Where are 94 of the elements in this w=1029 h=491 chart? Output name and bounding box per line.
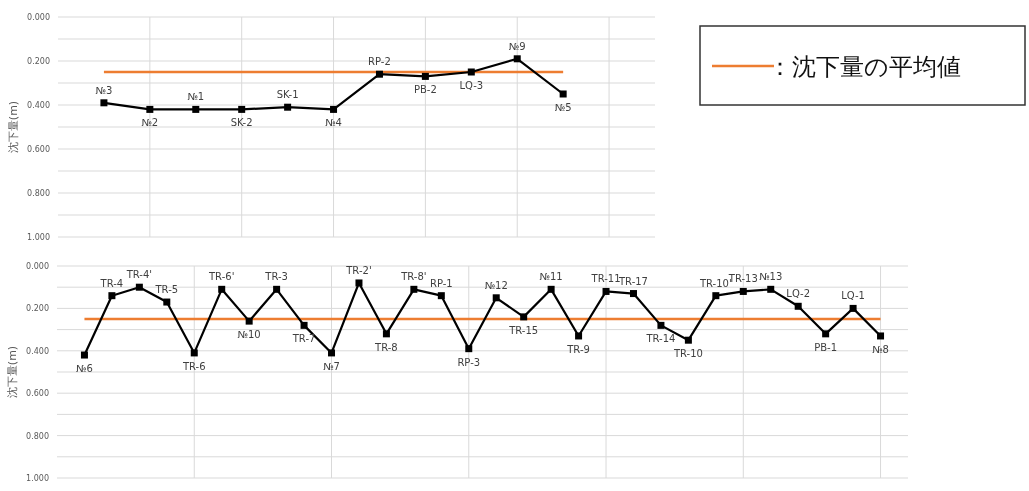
y-tick-label: 0.400 [26,346,49,356]
x-tick-label: RP-1 [429,277,453,289]
x-tick-label: LQ-2 [786,288,811,300]
x-tick-label: TR-14 [645,333,676,345]
x-tick-label: TR-8' [400,271,427,283]
point [218,285,226,293]
point [135,283,143,291]
legend-box: ：沈下量の平均値 [699,25,1026,106]
x-tick-label: №3 [95,84,113,96]
point [467,68,475,76]
point [300,321,308,329]
point [465,345,473,353]
point [100,99,108,107]
point [80,351,88,359]
point [163,298,171,306]
x-tick-label: RP-2 [368,56,391,68]
y-tick-label: 1.000 [27,233,50,242]
point [421,72,429,80]
x-tick-label: TR-4' [125,269,153,281]
point [877,332,885,340]
x-tick-label: SK-1 [276,89,299,101]
x-tick-label: №4 [325,117,342,129]
x-tick-label: TR-6 [181,360,206,372]
x-tick-label: SK-2 [230,117,253,129]
point [712,292,720,300]
y-tick-label: 0.600 [27,145,50,154]
x-tick-label: TR-10 [672,348,703,360]
x-tick-label: TR-4 [99,277,124,289]
x-tick-label: TR-8 [374,341,398,353]
x-tick-label: TR-15 [508,324,539,336]
x-tick-label: №1 [187,91,205,103]
y-tick-label: 1.000 [26,474,49,483]
y-axis-title: 沈下量(m) [6,345,19,399]
point [684,336,692,344]
x-tick-label: TR-11 [590,273,621,285]
point [629,290,637,298]
x-tick-label: №11 [539,271,563,283]
point [382,330,390,338]
point [190,349,198,357]
x-tick-label: №6 [76,363,93,375]
point [410,285,418,293]
x-tick-label: TR-2' [345,264,372,276]
x-tick-label: №13 [759,271,783,283]
x-tick-label: PB-2 [413,84,437,96]
point [547,285,555,293]
y-tick-label: 0.000 [27,13,50,22]
y-tick-label: 0.000 [26,262,49,271]
x-tick-label: TR-7 [291,333,316,345]
y-tick-label: 0.200 [27,57,50,66]
y-tick-label: 0.600 [26,389,49,399]
point [575,332,583,340]
x-tick-label: №10 [237,329,261,341]
x-tick-label: RP-3 [457,356,481,368]
x-tick-label: TR-6' [208,271,235,283]
point [355,279,363,287]
x-tick-label: TR-9 [566,343,590,355]
point [245,317,253,325]
point [108,292,116,300]
point [238,105,246,113]
point [657,321,665,329]
x-tick-label: TR-3 [264,271,288,283]
x-tick-label: LQ-3 [459,80,484,91]
x-tick-label: №9 [508,40,526,52]
point [437,292,445,300]
y-tick-label: 0.800 [27,189,50,198]
x-tick-label: №7 [323,360,340,372]
point [520,313,528,321]
y-axis-title: 沈下量(m) [7,100,20,154]
x-tick-label: №5 [554,102,572,113]
point [794,302,802,310]
y-tick-label: 0.800 [26,431,49,441]
point [328,349,336,357]
point [602,287,610,295]
point [739,287,747,295]
point [273,285,281,293]
point [375,70,383,78]
point [192,105,200,113]
point [822,330,830,338]
x-tick-label: №12 [484,279,508,291]
point [849,304,857,312]
x-tick-label: №2 [141,117,159,129]
y-tick-label: 0.200 [26,304,49,314]
point [559,90,567,98]
point [513,55,521,63]
x-tick-label: №8 [872,343,889,355]
x-tick-label: PB-1 [814,341,838,353]
y-tick-label: 0.400 [27,101,50,110]
point [767,285,775,293]
point [146,105,154,113]
point [330,105,338,113]
point [284,103,292,111]
point [492,294,500,302]
x-tick-label: LQ-1 [841,290,865,302]
x-tick-label: TR-5 [154,284,179,296]
